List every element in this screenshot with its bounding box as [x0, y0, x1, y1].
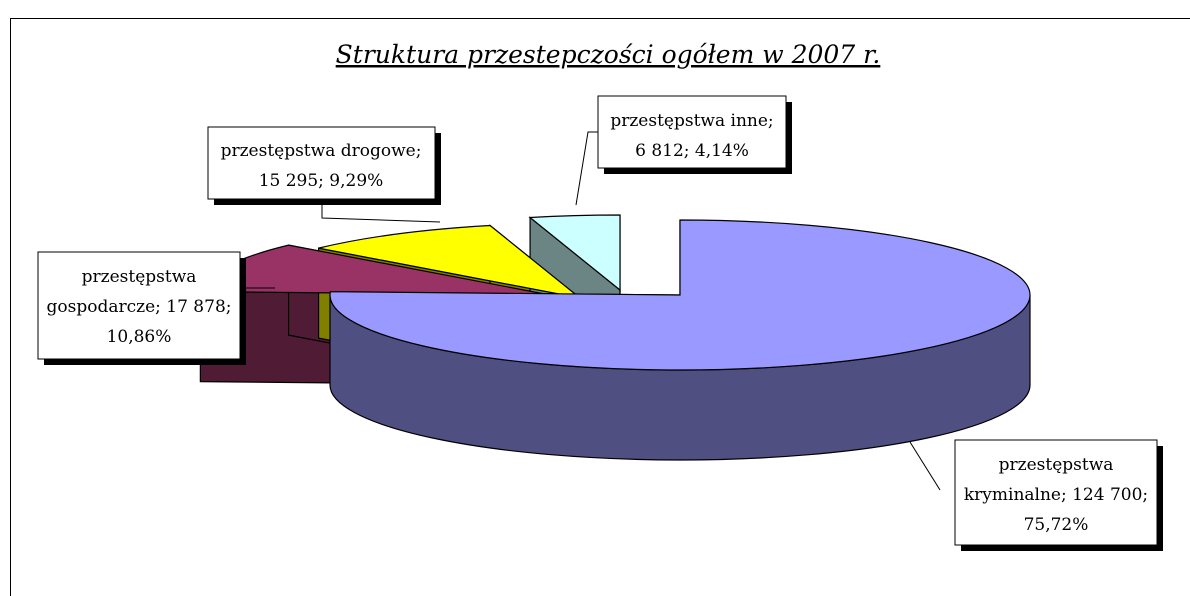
data-label-przestępstwa-kryminalne-line-0: przestępstwa: [999, 455, 1114, 475]
slice-przestępstwa-kryminalne: [329, 219, 1031, 371]
slice-przestępstwa-inne: [528, 214, 621, 292]
leader-line-przestępstwa-kryminalne: [909, 441, 941, 491]
label-box-przestępstwa-gospodarcze: [37, 251, 241, 360]
leader-line-przestępstwa-drogowe: [321, 199, 441, 223]
chart-frame: [10, 18, 1190, 596]
data-label-przestępstwa-kryminalne-line-2: 75,72%: [1024, 515, 1089, 535]
data-label-przestępstwa-drogowe-line-0: przestępstwa drogowe;: [221, 141, 422, 161]
chart-title: Struktura przestepczości ogółem w 2007 r…: [336, 40, 881, 69]
data-label-przestępstwa-drogowe-line-1: 15 295; 9,29%: [259, 171, 384, 191]
slice-przestępstwa-drogowe: [318, 224, 581, 299]
data-label-przestępstwa-inne-line-1: 6 812; 4,14%: [635, 141, 749, 161]
leader-line-przestępstwa-inne: [575, 131, 598, 206]
data-label-przestępstwa-kryminalne-line-1: kryminalne; 124 700;: [964, 485, 1148, 505]
label-box-przestępstwa-inne: [597, 95, 787, 169]
label-box-przestępstwa-drogowe: [207, 126, 436, 200]
label-box-przestępstwa-kryminalne: [954, 439, 1158, 546]
data-label-przestępstwa-gospodarcze-line-2: 10,86%: [107, 327, 172, 347]
data-label-przestępstwa-gospodarcze-line-1: gospodarcze; 17 878;: [47, 297, 232, 317]
data-label-przestępstwa-gospodarcze-line-0: przestępstwa: [82, 267, 197, 287]
data-label-przestępstwa-inne-line-0: przestępstwa inne;: [610, 111, 773, 131]
